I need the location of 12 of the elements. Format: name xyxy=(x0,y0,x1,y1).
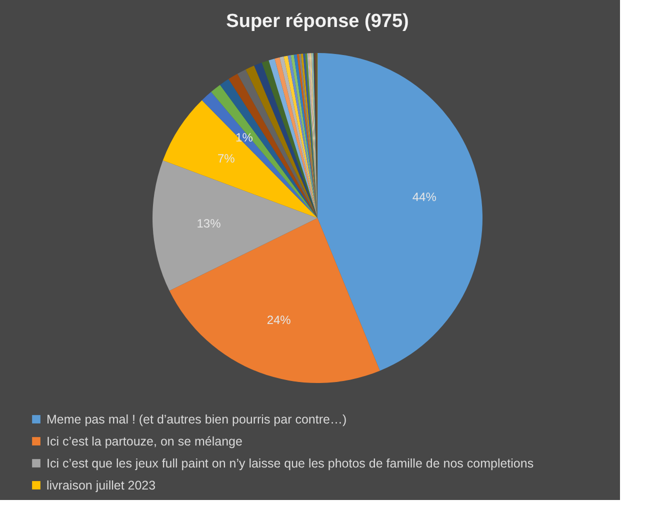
chart-title: Super réponse (975) xyxy=(226,11,409,32)
data-label: 13% xyxy=(196,216,222,230)
data-label: 24% xyxy=(266,312,292,327)
pie-slice xyxy=(318,53,482,371)
legend-label: Ici c’est que les jeux full paint on n’y laisse que les photos de famille de nos completions xyxy=(46,456,534,470)
legend-label: livraison juillet 2023 xyxy=(46,478,156,492)
pie-slice xyxy=(169,218,380,383)
legend-label: Ici c’est la partouze, on se mélange xyxy=(46,434,242,448)
data-label: 44% xyxy=(412,190,437,204)
pie-slice xyxy=(162,100,318,218)
data-label: 7% xyxy=(217,152,236,166)
legend-label: Meme pas mal ! (et d’autres bien pourris par contre…) xyxy=(46,412,347,426)
